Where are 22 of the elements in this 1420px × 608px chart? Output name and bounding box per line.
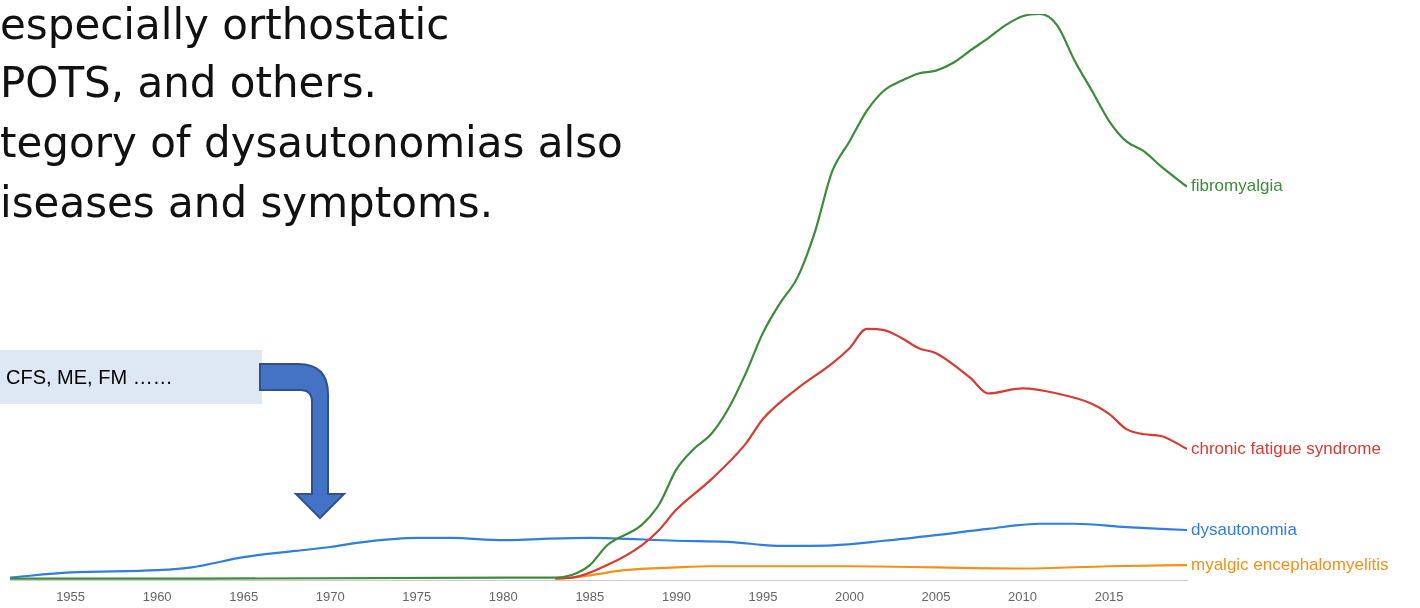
x-tick-label: 1965 xyxy=(229,588,259,604)
x-tick-label: 1985 xyxy=(575,588,605,604)
x-tick-label: 1995 xyxy=(748,588,778,604)
annotation: especially orthostatic xyxy=(0,0,450,49)
series-label: fibromyalgia xyxy=(1191,176,1284,196)
series-label: myalgic encephalomyelitis xyxy=(1191,554,1389,574)
x-tick-label: 2005 xyxy=(921,588,951,604)
annotation: POTS, and others. xyxy=(0,58,377,107)
x-tick-label: 1975 xyxy=(402,588,432,604)
x-tick-label: 1990 xyxy=(661,588,691,604)
x-tick-label: 1960 xyxy=(142,588,172,604)
x-tick-label: 1955 xyxy=(56,588,86,604)
callout-box: CFS, ME, FM …… xyxy=(0,350,262,404)
annotation: tegory of dysautonomias also xyxy=(0,118,623,167)
series-label: chronic fatigue syndrome xyxy=(1191,438,1381,458)
x-tick-label: 2015 xyxy=(1094,588,1124,604)
x-tick-label: 2010 xyxy=(1008,588,1038,604)
series-label: dysautonomia xyxy=(1191,519,1298,539)
x-tick-label: 2000 xyxy=(835,588,864,604)
x-tick-label: 1980 xyxy=(488,588,518,604)
x-tick-label: 1970 xyxy=(315,588,345,604)
annotation: iseases and symptoms. xyxy=(0,178,494,227)
